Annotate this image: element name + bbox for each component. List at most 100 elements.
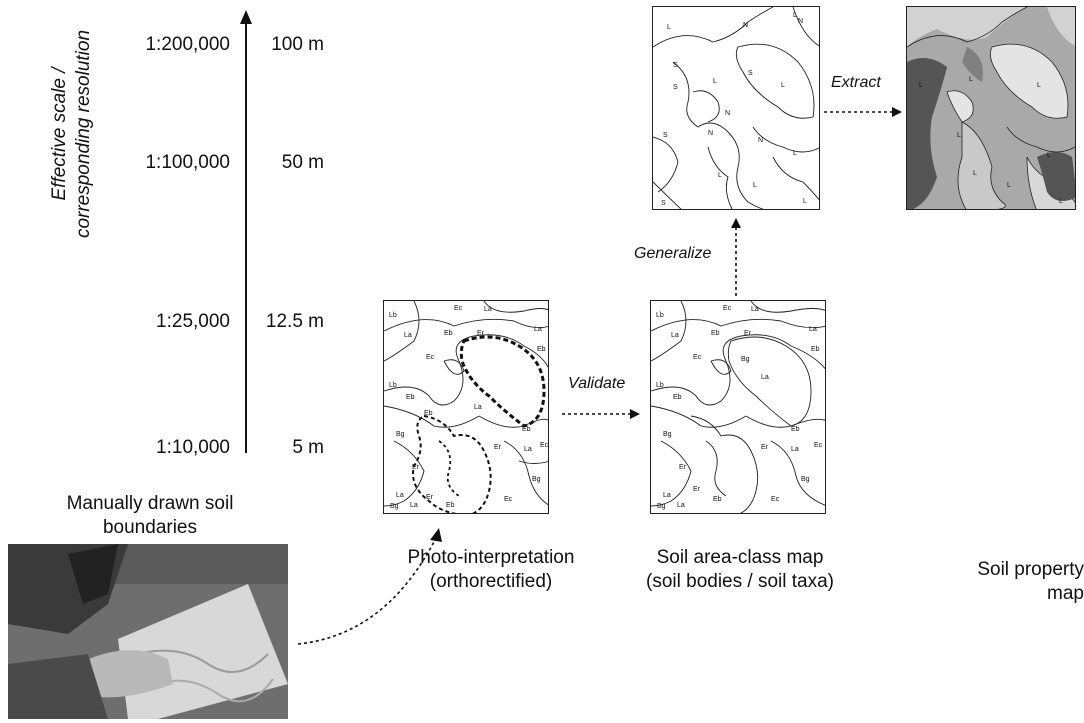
pi-label-bg-3: Bg	[390, 503, 399, 510]
gm-label-s5: S	[673, 84, 678, 91]
svg-text:La: La	[809, 326, 817, 333]
gm-label-s2: S	[748, 70, 753, 77]
svg-text:Ec: Ec	[723, 305, 732, 312]
gm-label-l8: L	[803, 198, 807, 205]
svg-text:Lb: Lb	[656, 382, 664, 389]
property-map-drawing: L L L L L L L L	[907, 7, 1075, 209]
pi-label-la-4: La	[474, 404, 482, 411]
generalize-arrow	[731, 218, 741, 296]
svg-text:Ec: Ec	[814, 442, 823, 449]
pi-label-eb-5: Eb	[446, 502, 455, 509]
svg-text:Bg: Bg	[741, 356, 750, 363]
area-class-caption: Soil area-class map (soil bodies / soil …	[620, 546, 860, 594]
pi-label-eb-4: Eb	[522, 426, 531, 433]
svg-text:L: L	[1047, 152, 1051, 159]
axis-title: Effective scale / corresponding resoluti…	[48, 4, 96, 264]
validate-label: Validate	[568, 375, 626, 392]
pi-label-er-2: Er	[412, 464, 420, 471]
scale-label-10000: 1:10,000	[156, 437, 230, 458]
manual-caption-line2: boundaries	[102, 517, 198, 538]
pi-label-er-4: Er	[426, 494, 434, 501]
svg-text:L: L	[919, 82, 923, 89]
scale-label-25000: 1:25,000	[156, 311, 230, 332]
svg-text:Er: Er	[693, 486, 701, 493]
svg-text:Bg: Bg	[657, 503, 666, 510]
svg-text:L: L	[957, 132, 961, 139]
gm-label-s3: S	[663, 132, 668, 139]
extract-label: Extract	[831, 74, 881, 91]
pi-label-la-2: La	[404, 332, 412, 339]
svg-text:Eb: Eb	[673, 394, 682, 401]
pi-label-la-7: La	[410, 502, 418, 509]
svg-text:La: La	[677, 502, 685, 509]
svg-text:L: L	[1037, 82, 1041, 89]
scale-axis-arrow	[240, 10, 252, 453]
resolution-label-50m: 50 m	[281, 152, 324, 173]
pi-label-bg-1: Bg	[396, 431, 405, 438]
gm-label-l1: L	[667, 24, 671, 31]
photo-interpretation-caption: Photo-interpretation (orthorectified)	[376, 546, 606, 594]
gm-label-l6: L	[718, 172, 722, 179]
svg-text:L: L	[969, 76, 973, 83]
scale-label-200000: 1:200,000	[145, 34, 230, 55]
svg-text:L: L	[1007, 182, 1011, 189]
property-map: L L L L L L L L	[906, 6, 1076, 210]
svg-text:La: La	[671, 332, 679, 339]
gm-label-l5: L	[793, 150, 797, 157]
pi-label-er-1: Er	[477, 330, 485, 337]
generalized-map: L N S L N S L N L S N L L S S L N L	[652, 6, 820, 210]
gm-label-n2: N	[798, 18, 803, 25]
svg-text:Ec: Ec	[771, 496, 780, 503]
areaclass-caption-line1: Soil area-class map	[656, 547, 824, 568]
gm-label-n5: N	[708, 130, 713, 137]
generalized-map-drawing: L N S L N S L N L S N L L S S L N L	[653, 7, 819, 209]
areaclass-caption-line2: (soil bodies / soil taxa)	[646, 571, 834, 592]
gm-label-l7: L	[753, 182, 757, 189]
svg-text:Er: Er	[744, 330, 752, 337]
extract-arrow	[824, 107, 902, 117]
validate-arrow	[562, 409, 640, 419]
pi-label-eb-1: Eb	[444, 330, 453, 337]
area-class-map-drawing: Lb La Eb Ec Er La La Eb Ec Bg Eb La Er Lb Eb Er La E…	[651, 301, 825, 513]
photo-interpretation-map-drawing: Lb La Eb Ec Er La La Eb Ec Bg Eb La Er L…	[384, 301, 549, 513]
svg-text:Eb: Eb	[791, 426, 800, 433]
pi-label-ec-3: Ec	[540, 442, 549, 449]
pi-label-er-3: Er	[494, 444, 502, 451]
svg-text:Lb: Lb	[656, 312, 664, 319]
pi-label-ec-1: Ec	[454, 305, 463, 312]
gm-label-l2: L	[793, 12, 797, 19]
gm-label-n4: N	[758, 137, 763, 144]
axis-title-line1: Effective scale /	[49, 67, 70, 201]
pi-label-eb-3: Eb	[406, 394, 415, 401]
svg-text:Eb: Eb	[711, 330, 720, 337]
svg-text:L: L	[973, 170, 977, 177]
pi-label-lb-2: Lb	[389, 382, 397, 389]
svg-text:L: L	[1059, 198, 1063, 205]
scale-label-100000: 1:100,000	[145, 152, 230, 173]
gm-label-s1: S	[673, 62, 678, 69]
pi-label-ec-2: Ec	[426, 354, 435, 361]
resolution-label-5m: 5 m	[292, 437, 324, 458]
manual-caption-line1: Manually drawn soil	[66, 493, 234, 514]
gm-label-l3: L	[781, 82, 785, 89]
gm-label-n1: N	[743, 22, 748, 29]
svg-text:Er: Er	[761, 444, 769, 451]
generalize-label: Generalize	[634, 245, 712, 262]
gm-label-s4: S	[661, 200, 666, 207]
photo-interpretation-map: Lb La Eb Ec Er La La Eb Ec Bg Eb La Er L…	[383, 300, 549, 514]
field-photo	[8, 544, 288, 719]
photo-to-interpretation-arrow	[297, 528, 442, 645]
svg-text:La: La	[791, 446, 799, 453]
svg-text:Ec: Ec	[693, 354, 702, 361]
pi-label-la-1: La	[484, 306, 492, 313]
manual-caption: Manually drawn soil boundaries	[40, 492, 260, 540]
pi-label-lb: Lb	[389, 312, 397, 319]
property-map-caption: Soil property map	[977, 559, 1084, 604]
svg-text:Eb: Eb	[811, 346, 820, 353]
svg-text:Er: Er	[679, 464, 687, 471]
resolution-label-100m: 100 m	[271, 34, 324, 55]
resolution-label-12-5m: 12.5 m	[265, 311, 324, 332]
svg-text:Eb: Eb	[713, 496, 722, 503]
svg-text:La: La	[751, 306, 759, 313]
pi-label-la-5: La	[524, 446, 532, 453]
